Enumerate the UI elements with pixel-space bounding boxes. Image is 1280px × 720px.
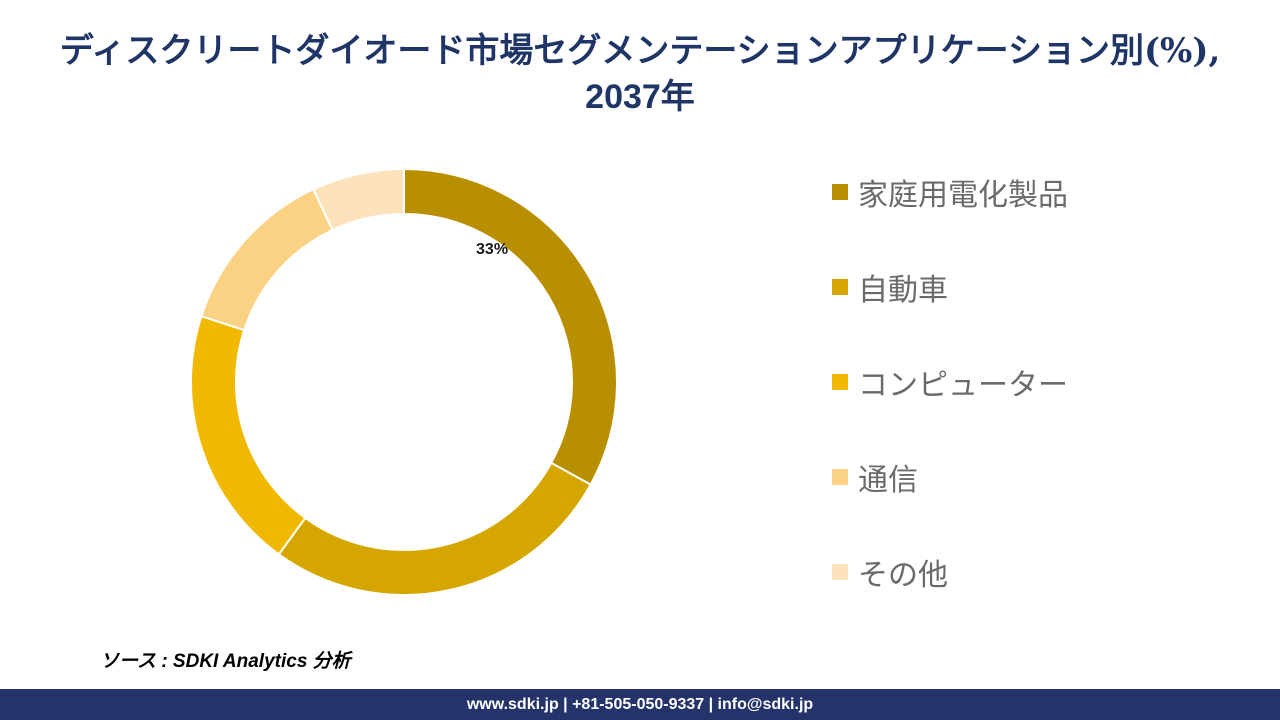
legend-label: その他 — [858, 558, 948, 593]
data-label-1: 33% — [476, 241, 508, 258]
chart-legend: 家庭用電化製品 自動車コンピューター 通信その他 — [832, 168, 1068, 643]
legend-label: 自動車 — [858, 273, 948, 308]
legend-item-1: 家庭用電化製品 — [832, 168, 1068, 216]
legend-swatch — [832, 374, 848, 390]
donut-slice-3 — [190, 314, 307, 556]
legend-swatch — [832, 564, 848, 580]
legend-item-2: 自動車 — [832, 263, 1068, 311]
source-note: ソース : SDKI Analytics 分析 — [100, 651, 351, 672]
footer-contact: www.sdki.jp | +81-505-050-9337 | info@sd… — [466, 696, 814, 713]
legend-swatch — [832, 469, 848, 485]
legend-swatch — [832, 279, 848, 295]
legend-item-4: 通信 — [832, 453, 1068, 501]
donut-slice-4 — [200, 187, 334, 332]
chart-title-line-1: ディスクリートダイオード市場セグメンテーションアプリケーション別(%), — [59, 31, 1221, 71]
legend-swatch — [832, 184, 848, 200]
donut-slice-5 — [311, 167, 405, 232]
legend-item-3: コンピューター — [832, 358, 1068, 406]
footer-bar: www.sdki.jp | +81-505-050-9337 | info@sd… — [0, 689, 1280, 720]
legend-label: 家庭用電化製品 — [858, 178, 1068, 213]
legend-label: 通信 — [858, 463, 918, 498]
chart-title: ディスクリートダイオード市場セグメンテーションアプリケーション別(%), 203… — [0, 28, 1280, 120]
chart-title-line-2: 2037年 — [585, 78, 695, 116]
legend-label: コンピューター — [858, 368, 1068, 403]
legend-item-5: その他 — [832, 548, 1068, 596]
donut-slice-1 — [403, 167, 618, 486]
donut-slice-2 — [277, 461, 593, 596]
